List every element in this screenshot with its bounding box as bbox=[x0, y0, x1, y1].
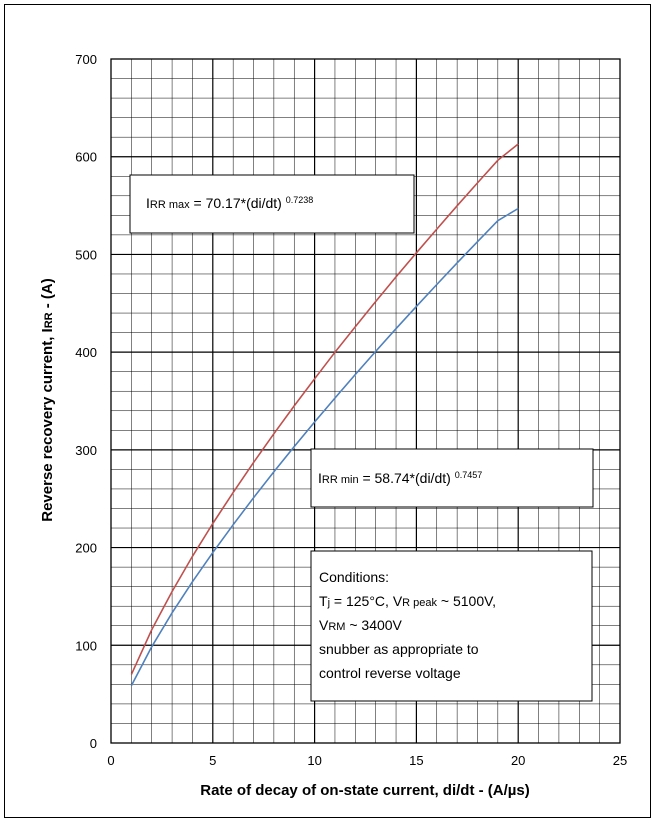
conditions-title: Conditions: bbox=[319, 569, 389, 585]
y-tick-label: 300 bbox=[75, 443, 97, 458]
max-formula-text: IRR max = 70.17*(di/dt) 0.7238 bbox=[146, 195, 313, 211]
conditions-line-1: Tj = 125°C, VR peak ~ 5100V, bbox=[319, 593, 496, 609]
x-tick-label: 5 bbox=[209, 753, 216, 768]
y-tick-label: 100 bbox=[75, 638, 97, 653]
y-tick-label: 700 bbox=[75, 52, 97, 67]
plot-border bbox=[110, 58, 621, 744]
x-tick-label: 0 bbox=[107, 753, 114, 768]
x-tick-label: 20 bbox=[511, 753, 525, 768]
x-tick-label: 10 bbox=[307, 753, 321, 768]
x-axis-title: Rate of decay of on-state current, di/dt… bbox=[200, 782, 530, 799]
y-tick-label: 500 bbox=[75, 247, 97, 262]
series-line-irr-min bbox=[130, 207, 519, 686]
conditions-line-4: control reverse voltage bbox=[319, 665, 461, 681]
x-tick-label: 15 bbox=[409, 753, 423, 768]
tick-labels: 0 5 10 15 20 25 0 100 200 300 400 500 600 700 bbox=[75, 52, 627, 768]
conditions-box: Conditions: Tj = 125°C, VR peak ~ 5100V,… bbox=[310, 550, 593, 702]
min-formula-text: IRR min = 58.74*(di/dt) 0.7457 bbox=[318, 470, 482, 486]
y-tick-label: 600 bbox=[75, 150, 97, 165]
conditions-line-2: VRM ~ 3400V bbox=[319, 617, 403, 633]
y-tick-label: 400 bbox=[75, 345, 97, 360]
conditions-line-3: snubber as appropriate to bbox=[319, 641, 479, 657]
series-line-irr-max bbox=[130, 143, 519, 675]
y-tick-label: 200 bbox=[75, 541, 97, 556]
y-axis-title: Reverse recovery current, IRR - (A) bbox=[39, 278, 56, 522]
y-tick-label: 0 bbox=[90, 736, 97, 751]
max-formula-box: IRR max = 70.17*(di/dt) 0.7238 bbox=[129, 174, 415, 234]
min-formula-box: IRR min = 58.74*(di/dt) 0.7457 bbox=[310, 448, 594, 508]
figure-frame bbox=[4, 4, 651, 818]
series-lines bbox=[130, 143, 519, 686]
x-tick-label: 25 bbox=[613, 753, 627, 768]
